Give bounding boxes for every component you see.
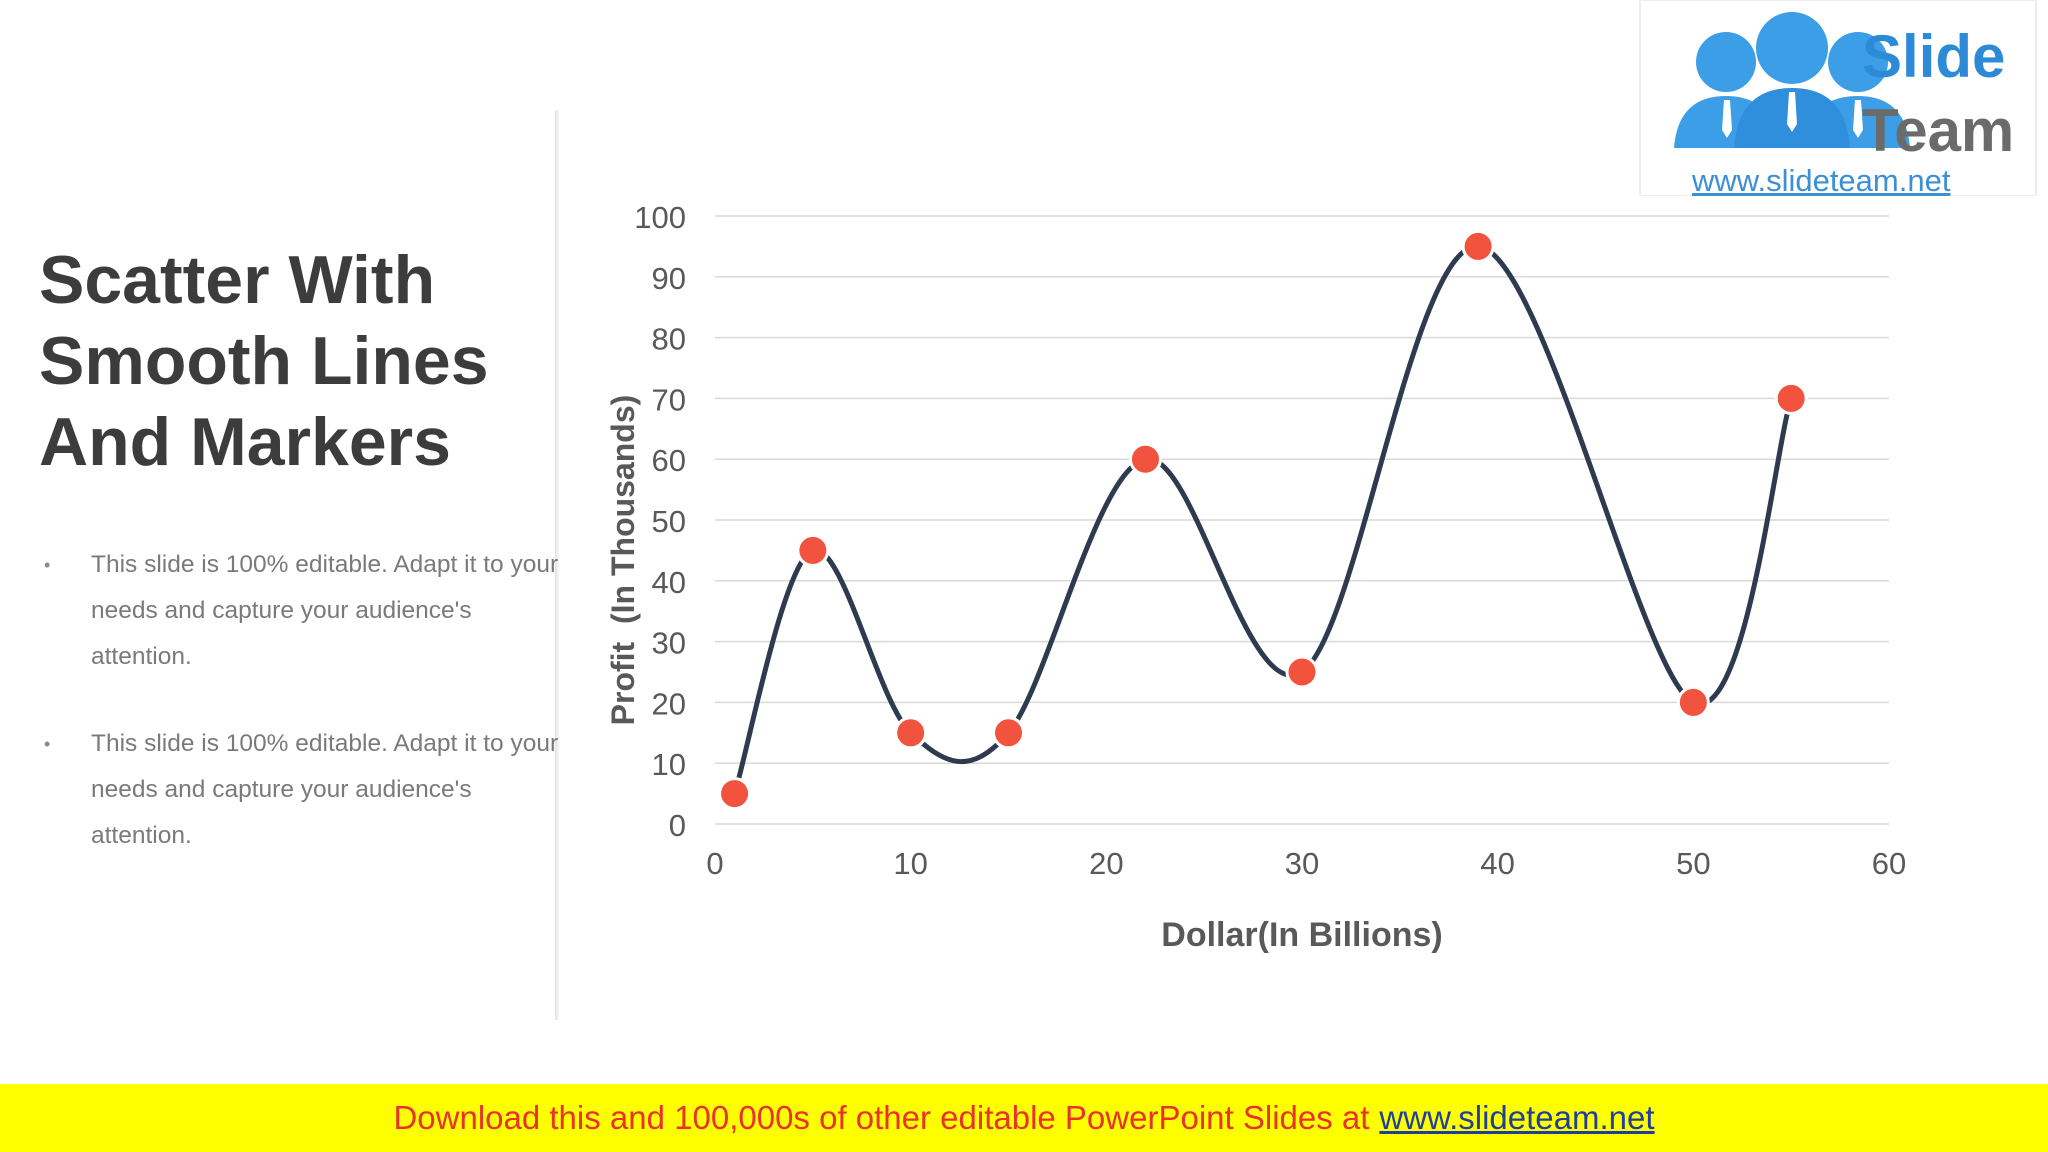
series-line	[732, 243, 1794, 795]
series-markers	[718, 229, 1808, 811]
data-point-marker	[894, 716, 928, 750]
data-point-marker	[1676, 685, 1710, 719]
data-point-marker	[1285, 655, 1319, 689]
logo-word-team: Team	[1862, 97, 2015, 164]
scatter-chart: 0 10 20 30 40 50 60 70 80 90 100 0 10 20 30 40 50 60 Dol…	[605, 200, 1906, 954]
bullet-icon: •	[44, 734, 51, 754]
people-icon	[1674, 12, 1910, 148]
y-axis-label: Profit (In Thousands)	[605, 395, 641, 726]
x-axis-label: Dollar(In Billions)	[1161, 916, 1442, 954]
bullet-text: This slide is 100% editable. Adapt it to…	[91, 730, 559, 849]
y-tick-label: 50	[652, 504, 686, 539]
x-tick-label: 0	[706, 846, 723, 881]
x-tick-label: 60	[1872, 846, 1906, 881]
data-point-marker	[718, 777, 752, 811]
y-tick-label: 100	[634, 200, 686, 235]
logo-word-slide: Slide	[1862, 23, 2006, 90]
slide-title: Scatter With Smooth Lines And Markers	[39, 242, 489, 480]
bullet-text: This slide is 100% editable. Adapt it to…	[91, 551, 559, 670]
x-tick-label: 10	[893, 846, 927, 881]
banner-link[interactable]: www.slideteam.net	[1379, 1099, 1655, 1136]
y-tick-label: 80	[652, 322, 686, 357]
bullet-list: • This slide is 100% editable. Adapt it …	[40, 542, 560, 900]
y-tick-label: 60	[652, 443, 686, 478]
y-tick-label: 10	[652, 747, 686, 782]
y-tick-label: 30	[652, 626, 686, 661]
download-banner: Download this and 100,000s of other edit…	[0, 1084, 2048, 1152]
x-tick-label: 20	[1089, 846, 1123, 881]
x-tick-label: 50	[1676, 846, 1710, 881]
y-axis-ticks: 0 10 20 30 40 50 60 70 80 90 100	[634, 200, 686, 843]
data-point-marker	[992, 716, 1025, 750]
x-tick-label: 30	[1285, 846, 1319, 881]
y-tick-label: 90	[652, 261, 686, 296]
data-point-marker	[1461, 229, 1495, 263]
vertical-divider	[555, 110, 559, 1020]
bullet-item: • This slide is 100% editable. Adapt it …	[40, 721, 560, 859]
data-point-marker	[796, 533, 830, 567]
data-point-marker	[1774, 381, 1808, 415]
bullet-item: • This slide is 100% editable. Adapt it …	[40, 542, 560, 680]
logo-url-link[interactable]: www.slideteam.net	[1692, 163, 1951, 198]
chart-grid	[715, 215, 1889, 825]
banner-text: Download this and 100,000s of other edit…	[393, 1099, 1370, 1136]
bullet-icon: •	[44, 555, 51, 575]
y-tick-label: 0	[669, 808, 686, 843]
x-tick-label: 40	[1480, 846, 1514, 881]
x-axis-ticks: 0 10 20 30 40 50 60	[706, 846, 1906, 881]
y-tick-label: 20	[652, 686, 686, 721]
data-point-marker	[1128, 442, 1162, 476]
y-tick-label: 70	[652, 382, 686, 417]
slideteam-logo	[1639, 0, 2037, 196]
y-tick-label: 40	[652, 565, 686, 600]
